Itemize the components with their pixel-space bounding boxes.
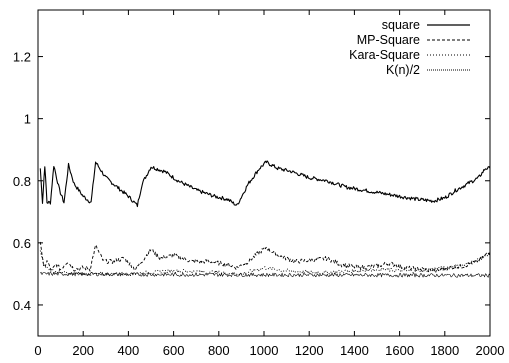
y-axis: 0.4 0.6 0.8 1 1.2 (13, 50, 490, 313)
series-line-square (39, 160, 491, 208)
x-tick-label: 1800 (430, 343, 459, 358)
y-tick-label: 1 (24, 112, 31, 127)
series-line-kara-square (39, 250, 491, 277)
x-tick-label: 0 (34, 343, 41, 358)
y-tick-label: 0.4 (13, 298, 31, 313)
series-layer (39, 160, 491, 278)
x-tick-label: 600 (163, 343, 185, 358)
y-tick-label: 0.6 (13, 236, 31, 251)
legend: square MP-Square Kara-Square K(n)/2 (349, 18, 470, 77)
x-tick-label: 200 (72, 343, 94, 358)
legend-label-square: square (382, 18, 420, 32)
plot-frame (37, 9, 491, 337)
series-line-mp-square (39, 241, 491, 273)
x-tick-label: 800 (208, 343, 230, 358)
y-tick-label: 1.2 (13, 50, 31, 65)
x-tick-label: 1600 (385, 343, 414, 358)
legend-label-kn2: K(n)/2 (386, 63, 420, 77)
legend-label-mp-square: MP-Square (357, 33, 420, 47)
x-tick-label: 1000 (250, 343, 279, 358)
legend-label-kara-square: Kara-Square (349, 48, 420, 62)
x-tick-label: 2000 (476, 343, 505, 358)
x-tick-label: 1200 (295, 343, 324, 358)
series-line-k-n-2 (40, 271, 491, 278)
y-tick-label: 0.8 (13, 174, 31, 189)
x-axis: 0 200 400 600 800 1000 1200 1400 1600 1800 2000 (34, 10, 504, 358)
x-tick-label: 400 (118, 343, 140, 358)
x-tick-label: 1400 (340, 343, 369, 358)
